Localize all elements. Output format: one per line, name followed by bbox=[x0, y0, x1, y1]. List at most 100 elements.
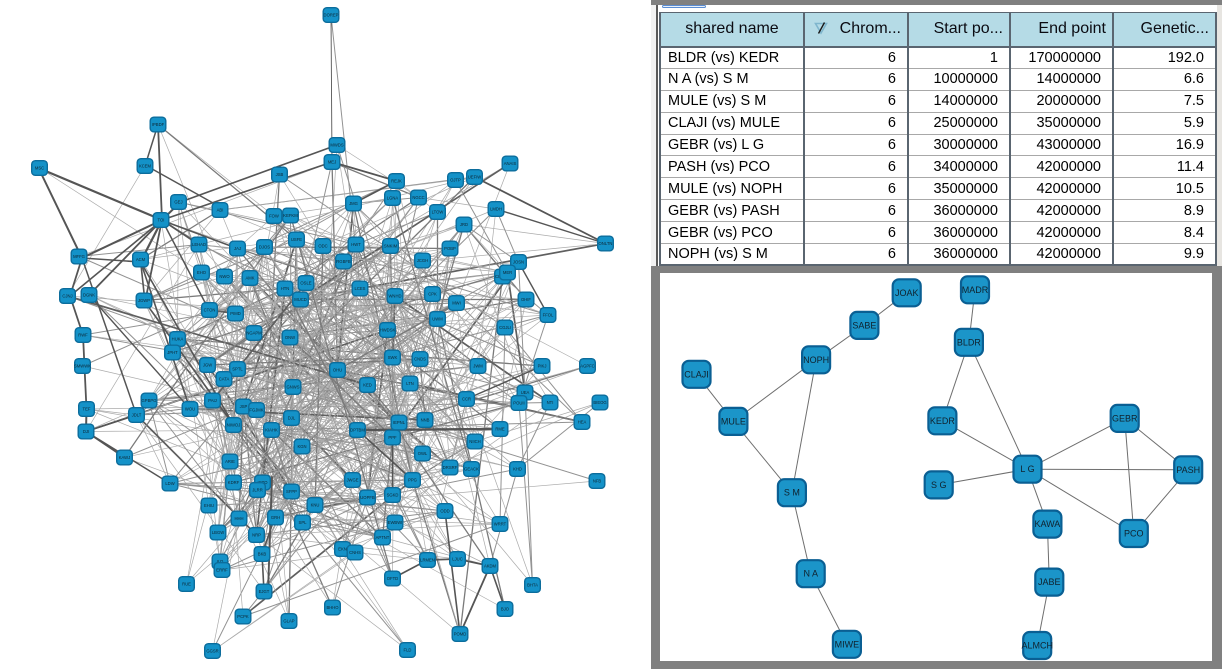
svg-text:APTNT: APTNT bbox=[376, 535, 390, 540]
svg-text:NFB: NFB bbox=[593, 479, 602, 484]
svg-text:HEA: HEA bbox=[578, 420, 587, 425]
svg-text:HHH: HHH bbox=[234, 516, 243, 521]
svg-text:OHU: OHU bbox=[333, 368, 342, 373]
svg-text:CGJLI: CGJLI bbox=[499, 325, 511, 330]
svg-text:DJL: DJL bbox=[288, 416, 296, 421]
svg-text:N A: N A bbox=[803, 569, 818, 579]
svg-text:JPHT: JPHT bbox=[167, 350, 178, 355]
svg-text:KDRF: KDRF bbox=[228, 480, 240, 485]
svg-text:NGCC: NGCC bbox=[412, 195, 424, 200]
svg-text:JGWP: JGWP bbox=[138, 298, 150, 303]
svg-text:ONLTN: ONLTN bbox=[599, 241, 613, 246]
svg-text:JAJ: JAJ bbox=[234, 246, 241, 251]
svg-text:PAIJ: PAIJ bbox=[208, 398, 217, 403]
svg-text:LRMEN: LRMEN bbox=[420, 558, 435, 563]
svg-text:ACM: ACM bbox=[136, 257, 146, 262]
svg-text:EHIU: EHIU bbox=[204, 503, 214, 508]
svg-text:OHIF: OHIF bbox=[521, 297, 531, 302]
svg-text:PPF: PPF bbox=[388, 435, 397, 440]
svg-text:PPG: PPG bbox=[408, 478, 417, 483]
svg-text:CTON: CTON bbox=[204, 308, 216, 313]
svg-text:KEFKM: KEFKM bbox=[283, 213, 298, 218]
svg-text:KAWA: KAWA bbox=[1034, 519, 1060, 529]
svg-text:HWT: HWT bbox=[351, 242, 361, 247]
svg-text:ONW: ONW bbox=[285, 335, 295, 340]
svg-text:GPBPG: GPBPG bbox=[142, 398, 157, 403]
svg-text:JOAK: JOAK bbox=[895, 288, 919, 298]
svg-text:POMD: POMD bbox=[454, 632, 467, 637]
svg-text:ODC: ODC bbox=[318, 244, 327, 249]
svg-text:BHHO: BHHO bbox=[326, 605, 339, 610]
svg-text:FLD: FLD bbox=[404, 648, 412, 653]
svg-text:JGW: JGW bbox=[203, 363, 212, 368]
svg-text:DGNK: DGNK bbox=[83, 293, 95, 298]
svg-text:L G: L G bbox=[1020, 464, 1034, 474]
svg-text:SMWWK: SMWWK bbox=[74, 364, 91, 369]
svg-text:NIWOJ: NIWOJ bbox=[227, 423, 241, 428]
svg-text:RME: RME bbox=[495, 427, 505, 432]
svg-text:KED: KED bbox=[363, 383, 372, 388]
svg-text:JSP: JSP bbox=[240, 404, 248, 409]
svg-text:LBGW: LBGW bbox=[212, 530, 224, 535]
svg-text:JRD: JRD bbox=[460, 222, 468, 227]
svg-text:ABI: ABI bbox=[217, 208, 224, 213]
svg-text:MWDS: MWDS bbox=[330, 143, 343, 148]
svg-text:OWL: OWL bbox=[418, 451, 428, 456]
svg-text:DJI: DJI bbox=[83, 429, 89, 434]
svg-text:LTOW: LTOW bbox=[432, 210, 444, 215]
svg-text:MADR: MADR bbox=[962, 285, 989, 295]
svg-text:CJNJ: CJNJ bbox=[62, 294, 72, 299]
svg-text:SABE: SABE bbox=[852, 320, 876, 330]
svg-text:POBP: POBP bbox=[444, 246, 456, 251]
svg-text:UOPFB: UOPFB bbox=[360, 495, 375, 500]
svg-text:NRP: NRP bbox=[252, 533, 261, 538]
svg-text:SPL: SPL bbox=[299, 520, 308, 525]
svg-text:ERRF: ERRF bbox=[216, 568, 228, 573]
svg-text:ANAIS: ANAIS bbox=[504, 161, 517, 166]
svg-text:HUKA: HUKA bbox=[172, 337, 184, 342]
svg-text:UEA: UEA bbox=[521, 390, 530, 395]
svg-text:KAWJ: KAWJ bbox=[119, 455, 130, 460]
svg-text:POUII: POUII bbox=[513, 401, 524, 406]
svg-text:LEHAD: LEHAD bbox=[192, 242, 206, 247]
svg-text:WNHD: WNHD bbox=[388, 294, 401, 299]
svg-text:IPBDF: IPBDF bbox=[152, 122, 165, 127]
svg-text:TEF: TEF bbox=[83, 407, 91, 412]
svg-text:OSLE: OSLE bbox=[300, 281, 311, 286]
svg-text:CNDS: CNDS bbox=[414, 357, 426, 362]
svg-text:CPK: CPK bbox=[428, 292, 437, 297]
svg-text:KNU: KNU bbox=[311, 503, 320, 508]
svg-text:KCEM: KCEM bbox=[139, 164, 152, 169]
svg-text:EKN: EKN bbox=[338, 547, 347, 552]
svg-text:WOU: WOU bbox=[185, 407, 195, 412]
svg-text:RWF: RWF bbox=[78, 333, 88, 338]
svg-text:WRRT: WRRT bbox=[494, 522, 507, 527]
svg-text:NGAPM: NGAPM bbox=[246, 331, 262, 336]
svg-text:KGN: KGN bbox=[297, 444, 306, 449]
svg-text:GEJ: GEJ bbox=[174, 200, 182, 205]
svg-text:LCES: LCES bbox=[355, 286, 366, 291]
svg-text:AKDM: AKDM bbox=[484, 564, 497, 569]
svg-text:PASH: PASH bbox=[1176, 465, 1200, 475]
svg-text:HWDSK: HWDSK bbox=[380, 328, 396, 333]
svg-text:ILD: ILD bbox=[217, 559, 224, 564]
svg-text:JCGH: JCGH bbox=[417, 258, 428, 263]
svg-text:GLAP: GLAP bbox=[283, 619, 294, 624]
svg-text:CCR: CCR bbox=[462, 397, 471, 402]
svg-text:DOREP: DOREP bbox=[324, 13, 339, 18]
svg-text:JWM: JWM bbox=[473, 364, 483, 369]
svg-text:LTN: LTN bbox=[406, 381, 414, 386]
svg-text:IEPNL: IEPNL bbox=[393, 420, 406, 425]
svg-text:UWM: UWM bbox=[432, 317, 443, 322]
svg-text:LMDH: LMDH bbox=[490, 207, 502, 212]
svg-text:BHTA: BHTA bbox=[527, 583, 538, 588]
svg-text:GGSR: GGSR bbox=[206, 649, 218, 654]
svg-text:JWGE: JWGE bbox=[346, 478, 358, 483]
svg-text:MSC: MSC bbox=[35, 166, 44, 171]
svg-text:AMK: AMK bbox=[245, 276, 254, 281]
svg-text:LDW: LDW bbox=[165, 481, 174, 486]
svg-text:OFTD: OFTD bbox=[387, 576, 398, 581]
svg-text:MWI: MWI bbox=[452, 301, 461, 306]
svg-text:SPTL: SPTL bbox=[232, 367, 243, 372]
svg-text:PCO: PCO bbox=[1124, 529, 1144, 539]
